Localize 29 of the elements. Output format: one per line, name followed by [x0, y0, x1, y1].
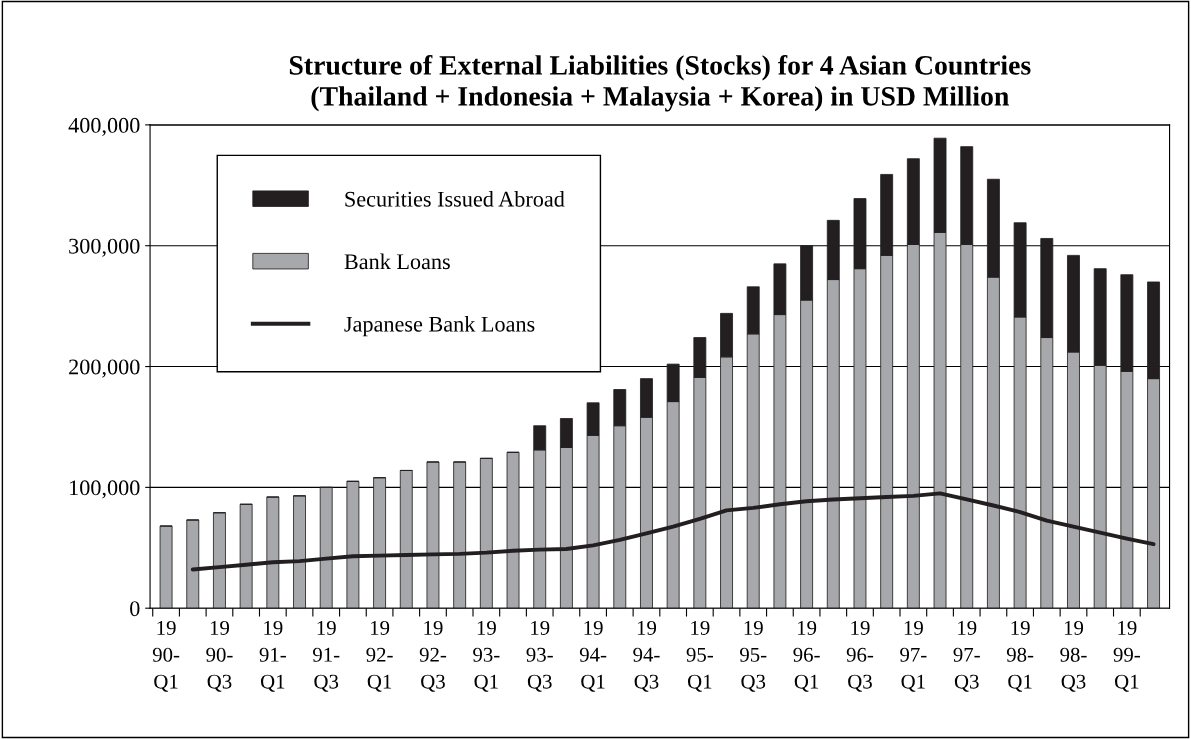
y-tick-label: 100,000 — [70, 480, 140, 499]
y-tick-label: 200,000 — [69, 359, 140, 378]
x-tick-label: 19 93- Q3 — [526, 620, 553, 692]
x-tick-label: 19 97- Q3 — [953, 620, 980, 692]
legend-label: Japanese Bank Loans — [344, 316, 535, 337]
x-tick-label: 19 98- Q1 — [1006, 620, 1034, 692]
legend-label: Securities Issued Abroad — [345, 191, 565, 207]
x-tick-label: 19 95- Q3 — [740, 620, 767, 692]
chart-title: Structure of External Liabilities (Stocks) for 4 Asian Countries (Thailand + Indonesia + Malaysia + Korea) in USD Million — [289, 54, 1031, 112]
x-tick-label: 19 94- Q3 — [633, 620, 660, 692]
legend-label: Bank Loans — [344, 253, 450, 270]
bar — [159, 525, 173, 609]
x-tick-label: 19 97- Q1 — [900, 620, 927, 692]
x-tick-label: 19 93- Q1 — [473, 620, 500, 692]
x-tick-label: 19 90- Q3 — [206, 620, 233, 692]
x-tick-label: 19 90- Q1 — [152, 620, 180, 692]
x-tick-label: 19 99- Q1 — [1113, 620, 1140, 692]
y-tick-label: 400,000 — [68, 117, 140, 137]
x-tick-label: 19 94- Q1 — [579, 620, 607, 692]
x-tick-label: 19 92- Q3 — [419, 620, 447, 692]
x-tick-label: 19 92- Q1 — [366, 620, 393, 692]
y-tick-label: 0 — [130, 601, 140, 617]
x-tick-label: 19 96- Q3 — [846, 620, 874, 692]
x-tick-label: 19 96- Q1 — [793, 620, 820, 692]
x-tick-label: 19 91- Q3 — [312, 620, 340, 692]
y-tick-label: 300,000 — [69, 238, 140, 257]
x-tick-label: 19 95- Q1 — [686, 620, 713, 692]
x-tick-label: 19 91- Q1 — [259, 620, 286, 692]
x-tick-label: 19 98- Q3 — [1060, 620, 1087, 692]
